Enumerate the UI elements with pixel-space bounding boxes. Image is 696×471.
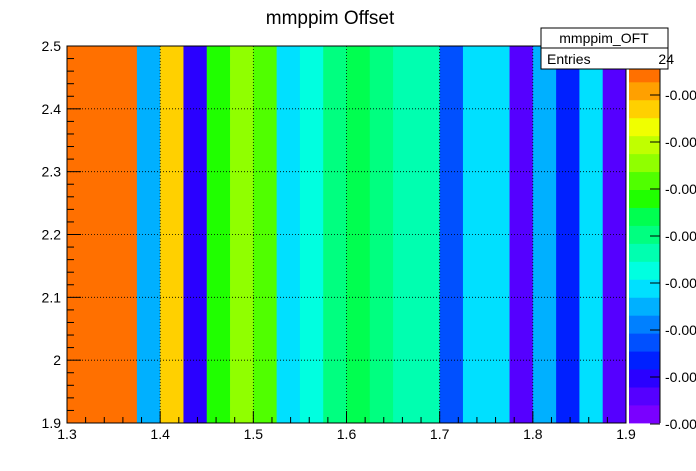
palette-swatch (629, 369, 660, 388)
palette-swatch (629, 261, 660, 280)
x-tick-label: 1.6 (337, 426, 357, 442)
palette-swatch (629, 207, 660, 226)
palette-swatch (629, 153, 660, 173)
y-tick-label: 2.2 (42, 227, 62, 243)
y-tick-label: 2.1 (42, 289, 62, 305)
palette-swatch (629, 297, 660, 316)
heatmap-cell (276, 46, 301, 423)
palette-swatch (629, 333, 660, 352)
heatmap-cells (67, 46, 627, 423)
y-tick-label: 2.5 (42, 38, 62, 54)
palette-tick-label: -0.00 (665, 228, 696, 244)
heatmap-cell (602, 46, 627, 423)
palette-tick-label: -0.00 (665, 275, 696, 291)
grid-lines (67, 46, 626, 423)
palette-tick-label: -0.00 (665, 181, 696, 197)
palette-tick-label: -0.00 (665, 416, 696, 432)
stats-box-name: mmppim_OFT (559, 30, 649, 46)
stats-box: mmppim_OFT Entries 24 (540, 27, 674, 70)
palette-swatch (629, 279, 660, 298)
palette-swatch (629, 225, 660, 244)
palette-tick-label: -0.00 (665, 87, 696, 103)
heatmap-cell (556, 46, 580, 423)
heatmap-cell (183, 46, 208, 423)
color-palette: -0.00 -0.00 -0.00 -0.00 -0.00 -0.00 -0.00 -0.00 (629, 46, 696, 432)
palette-swatch (629, 171, 660, 191)
palette-swatch (629, 135, 660, 155)
heatmap-cell (323, 46, 347, 423)
palette-tick-label: -0.00 (665, 134, 696, 150)
heatmap-cell (486, 46, 510, 423)
heatmap-cell (299, 46, 324, 423)
x-tick-label: 1.9 (616, 426, 636, 442)
y-tick-label: 2.4 (42, 101, 62, 117)
palette-swatch (629, 315, 660, 334)
heatmap-cell (369, 46, 394, 423)
stats-entries-label: Entries (547, 51, 591, 67)
heatmap-cell (416, 46, 441, 423)
palette-swatch (629, 243, 660, 262)
stats-entries-value: 24 (658, 51, 674, 67)
x-tick-label: 1.8 (523, 426, 543, 442)
heatmap-cell (579, 46, 604, 423)
palette-swatch (629, 351, 660, 370)
y-axis: 1.9 2 2.1 2.2 2.3 2.4 2.5 (42, 38, 81, 431)
heatmap-cell (393, 46, 417, 423)
y-tick-label: 1.9 (42, 415, 62, 431)
heatmap-cell (462, 46, 487, 423)
y-tick-label: 2 (53, 352, 61, 368)
heatmap-cell (206, 46, 231, 423)
x-tick-label: 1.4 (150, 426, 170, 442)
y-tick-label: 2.3 (42, 164, 62, 180)
palette-swatch (629, 99, 660, 119)
x-tick-label: 1.5 (244, 426, 264, 442)
palette-tick-label: -0.00 (665, 322, 696, 338)
palette-swatch (629, 117, 660, 137)
palette-swatch (629, 81, 660, 101)
x-axis: 1.3 1.4 1.5 1.6 1.7 1.8 1.9 (57, 411, 636, 442)
palette-swatch (629, 189, 660, 208)
chart-title: mmppim Offset (266, 8, 395, 29)
x-tick-label: 1.3 (57, 426, 77, 442)
heatmap-cell (509, 46, 534, 423)
x-tick-label: 1.7 (430, 426, 450, 442)
palette-swatch (629, 405, 660, 424)
palette-swatch (629, 387, 660, 406)
palette-tick-label: -0.00 (665, 369, 696, 385)
